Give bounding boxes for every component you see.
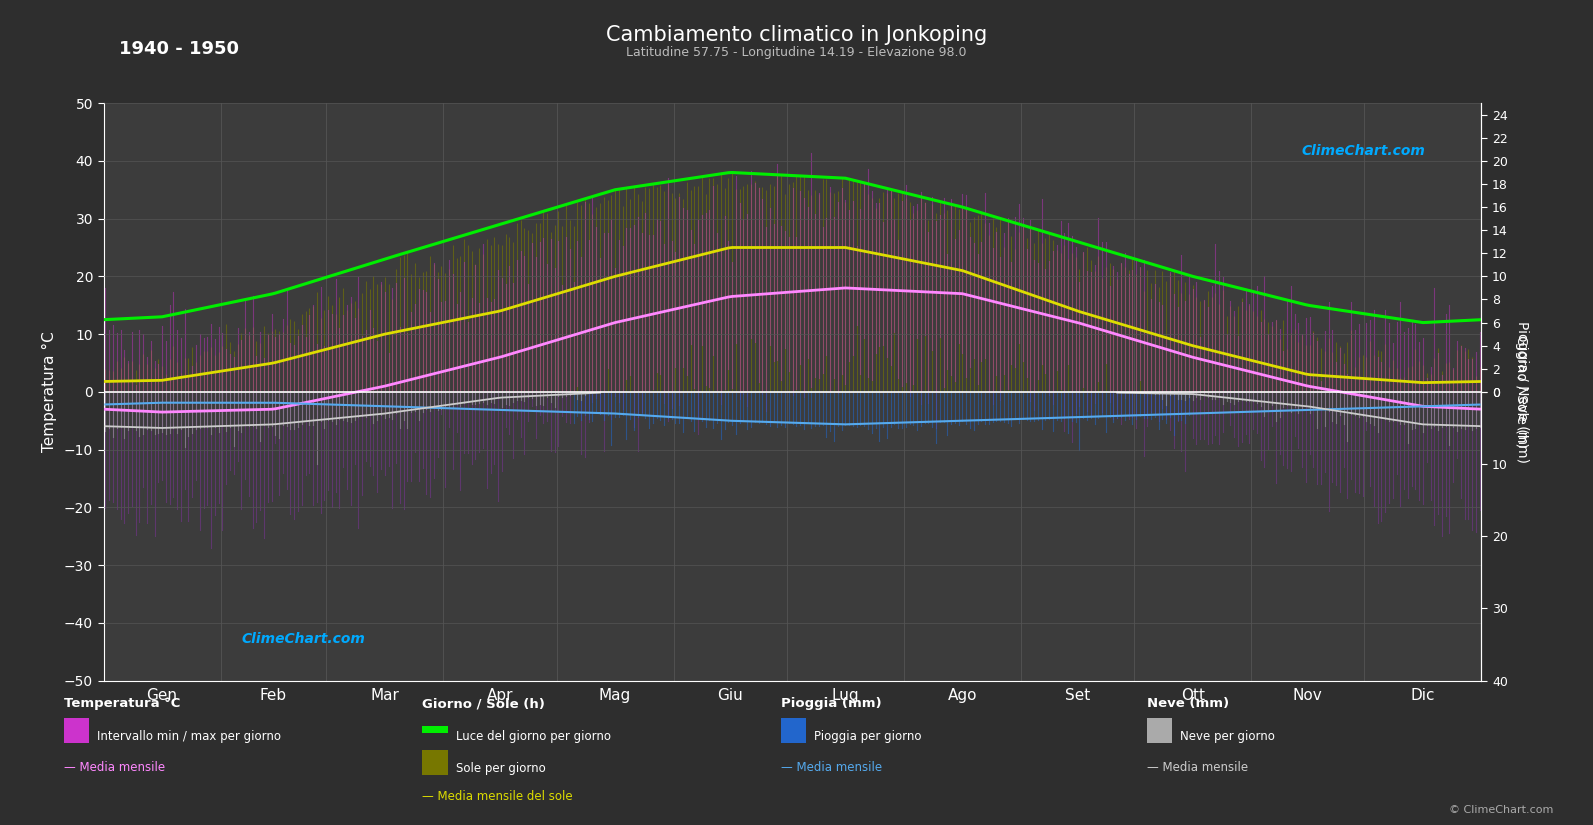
Text: 1940 - 1950: 1940 - 1950 [119, 40, 239, 59]
Text: ClimeChart.com: ClimeChart.com [1301, 144, 1426, 158]
Text: Cambiamento climatico in Jonkoping: Cambiamento climatico in Jonkoping [605, 25, 988, 45]
Text: Sole per giorno: Sole per giorno [456, 762, 545, 776]
Text: Pioggia per giorno: Pioggia per giorno [814, 730, 921, 743]
Text: Pioggia (mm): Pioggia (mm) [781, 697, 881, 710]
Text: © ClimeChart.com: © ClimeChart.com [1448, 805, 1553, 815]
Y-axis label: Giorno / Sole (h): Giorno / Sole (h) [1515, 336, 1529, 448]
Text: Latitudine 57.75 - Longitudine 14.19 - Elevazione 98.0: Latitudine 57.75 - Longitudine 14.19 - E… [626, 46, 967, 59]
Y-axis label: Temperatura °C: Temperatura °C [41, 332, 57, 452]
Text: — Media mensile: — Media mensile [64, 761, 164, 774]
Y-axis label: Pioggia / Neve (mm): Pioggia / Neve (mm) [1515, 321, 1529, 463]
Text: — Media mensile del sole: — Media mensile del sole [422, 790, 573, 803]
Text: Giorno / Sole (h): Giorno / Sole (h) [422, 697, 545, 710]
Text: Temperatura °C: Temperatura °C [64, 697, 180, 710]
Text: — Media mensile: — Media mensile [781, 761, 881, 774]
Text: Neve per giorno: Neve per giorno [1180, 730, 1276, 743]
Text: — Media mensile: — Media mensile [1147, 761, 1247, 774]
Text: Neve (mm): Neve (mm) [1147, 697, 1230, 710]
Text: ClimeChart.com: ClimeChart.com [242, 632, 365, 646]
Text: Luce del giorno per giorno: Luce del giorno per giorno [456, 730, 610, 743]
Text: Intervallo min / max per giorno: Intervallo min / max per giorno [97, 730, 282, 743]
